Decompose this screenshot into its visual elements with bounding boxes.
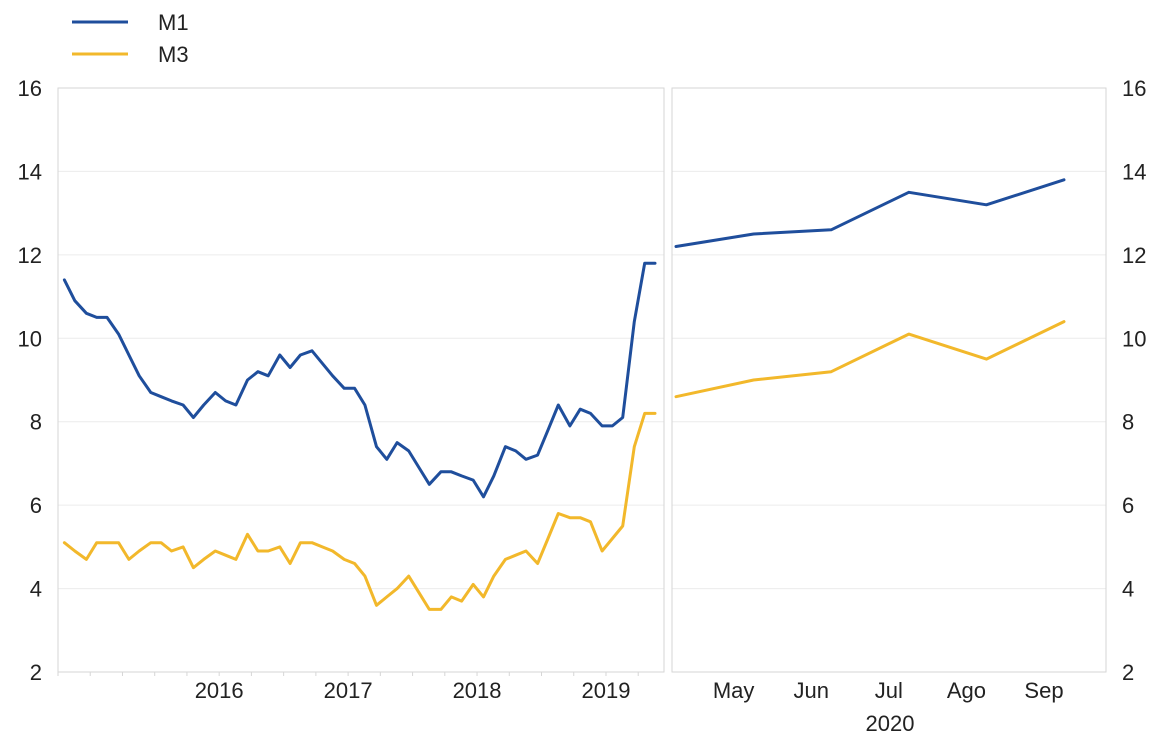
- left-x-tick-label: 2018: [453, 678, 502, 703]
- left-x-tick-label: 2017: [324, 678, 373, 703]
- left-plot-frame: [57, 87, 665, 673]
- right-y-tick-label: 6: [1122, 493, 1134, 518]
- left-y-tick-label: 4: [30, 577, 42, 602]
- right-y-tick-label: 4: [1122, 577, 1134, 602]
- right-y-tick-label: 8: [1122, 410, 1134, 435]
- right-y-tick-label: 16: [1122, 76, 1146, 101]
- right-y-tick-label: 14: [1122, 159, 1146, 184]
- left-x-tick-label: 2019: [582, 678, 631, 703]
- right-y-tick-label: 10: [1122, 326, 1146, 351]
- right-plot-frame: [671, 87, 1107, 673]
- right-series-line-m3: [674, 320, 1066, 399]
- left-y-tick-label: 14: [18, 159, 42, 184]
- right-x-tick-label: Sep: [1024, 678, 1063, 703]
- left-x-tick-label: 2016: [195, 678, 244, 703]
- left-y-tick-label: 12: [18, 243, 42, 268]
- legend-label-m3: M3: [158, 42, 189, 67]
- left-y-tick-label: 6: [30, 493, 42, 518]
- left-series-line-m1: [62, 261, 657, 499]
- right-y-tick-label: 2: [1122, 660, 1134, 685]
- legend-label-m1: M1: [158, 10, 189, 35]
- left-y-tick-label: 10: [18, 326, 42, 351]
- right-series-line-m1: [674, 178, 1066, 248]
- left-y-tick-label: 2: [30, 660, 42, 685]
- right-x-tick-label: May: [713, 678, 755, 703]
- left-panel: 2 4 6 8 10 12 14 16 2016 2017 2018 2019: [18, 76, 665, 703]
- left-y-tick-label: 8: [30, 410, 42, 435]
- right-y-tick-label: 12: [1122, 243, 1146, 268]
- left-y-tick-label: 16: [18, 76, 42, 101]
- right-panel: 2 4 6 8 10 12 14 16 May Jun Jul Ago Sep 2020: [671, 76, 1146, 736]
- right-x-group-label: 2020: [866, 711, 915, 736]
- right-x-tick-label: Jun: [793, 678, 828, 703]
- left-series-line-m3: [62, 411, 657, 611]
- right-x-tick-label: Ago: [947, 678, 986, 703]
- right-x-tick-label: Jul: [875, 678, 903, 703]
